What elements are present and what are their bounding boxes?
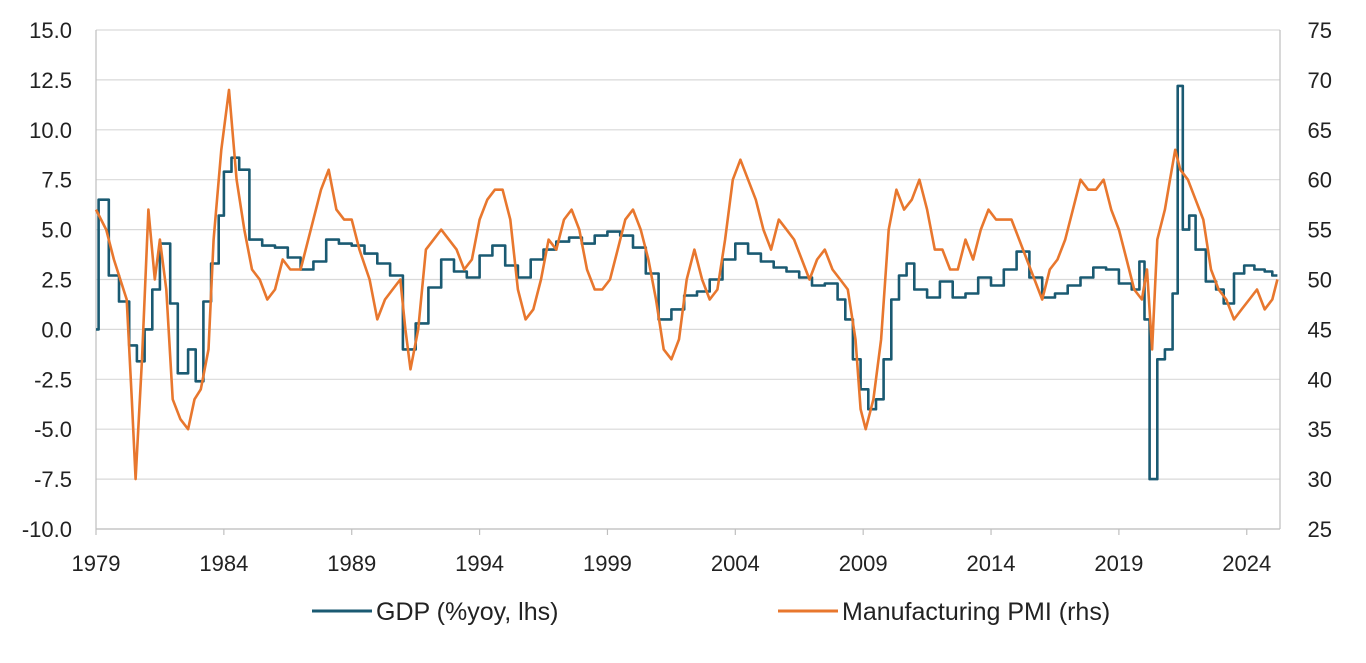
x-tick-label: 1989 <box>327 551 376 576</box>
right-tick-label: 35 <box>1308 417 1332 442</box>
right-tick-label: 55 <box>1308 218 1332 243</box>
x-tick-label: 2014 <box>967 551 1016 576</box>
x-tick-label: 1979 <box>72 551 121 576</box>
right-tick-label: 45 <box>1308 317 1332 342</box>
left-tick-label: 15.0 <box>29 18 72 43</box>
right-tick-label: 65 <box>1308 118 1332 143</box>
left-tick-label: 7.5 <box>41 168 72 193</box>
x-tick-label: 1984 <box>199 551 248 576</box>
legend-label-pmi: Manufacturing PMI (rhs) <box>842 598 1110 626</box>
right-tick-label: 25 <box>1308 517 1332 542</box>
left-tick-label: 0.0 <box>41 317 72 342</box>
left-tick-label: -5.0 <box>34 417 72 442</box>
left-tick-label: 5.0 <box>41 218 72 243</box>
x-tick-label: 2009 <box>839 551 888 576</box>
right-axis-ticks: 25 30 35 40 45 50 55 60 65 70 75 <box>1308 18 1332 542</box>
right-tick-label: 40 <box>1308 367 1332 392</box>
series-line-pmi <box>94 88 1279 481</box>
left-tick-label: -7.5 <box>34 467 72 492</box>
left-tick-label: -10.0 <box>22 517 72 542</box>
left-tick-label: 10.0 <box>29 118 72 143</box>
x-tick-label: 2004 <box>711 551 760 576</box>
series-layer <box>94 84 1279 481</box>
x-axis-ticks: 1979 1984 1989 1994 1999 2004 2009 2014 2019 2024 <box>72 529 1271 576</box>
right-tick-label: 75 <box>1308 18 1332 43</box>
legend-item-gdp: GDP (%yoy, lhs) <box>312 598 558 626</box>
legend-item-pmi: Manufacturing PMI (rhs) <box>778 598 1110 626</box>
x-tick-label: 1994 <box>455 551 504 576</box>
left-tick-label: 2.5 <box>41 268 72 293</box>
legend-label-gdp: GDP (%yoy, lhs) <box>376 598 558 626</box>
right-tick-label: 70 <box>1308 68 1332 93</box>
axes <box>95 30 1281 530</box>
left-tick-label: 12.5 <box>29 68 72 93</box>
legend: GDP (%yoy, lhs) Manufacturing PMI (rhs) <box>312 598 1110 626</box>
left-tick-label: -2.5 <box>34 367 72 392</box>
x-tick-label: 2019 <box>1094 551 1143 576</box>
right-tick-label: 60 <box>1308 168 1332 193</box>
x-tick-label: 1999 <box>583 551 632 576</box>
x-tick-label: 2024 <box>1222 551 1271 576</box>
left-axis-ticks: -10.0 -7.5 -5.0 -2.5 0.0 2.5 5.0 7.5 10.0 12.5 15.… <box>22 18 72 542</box>
right-tick-label: 50 <box>1308 268 1332 293</box>
right-tick-label: 30 <box>1308 467 1332 492</box>
